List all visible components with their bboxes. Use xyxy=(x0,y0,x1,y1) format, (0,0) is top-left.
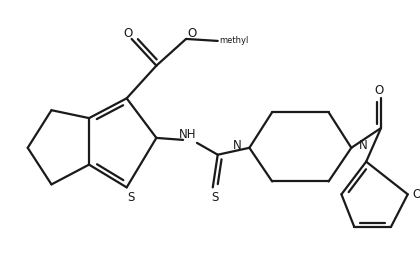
Text: O: O xyxy=(187,27,197,39)
Text: O: O xyxy=(123,27,132,39)
Text: methyl: methyl xyxy=(219,36,248,45)
Text: N: N xyxy=(233,139,241,152)
Text: O: O xyxy=(412,188,420,201)
Text: S: S xyxy=(211,191,218,204)
Text: O: O xyxy=(374,84,383,97)
Text: S: S xyxy=(127,191,134,204)
Text: N: N xyxy=(359,139,368,152)
Text: NH: NH xyxy=(179,128,197,141)
